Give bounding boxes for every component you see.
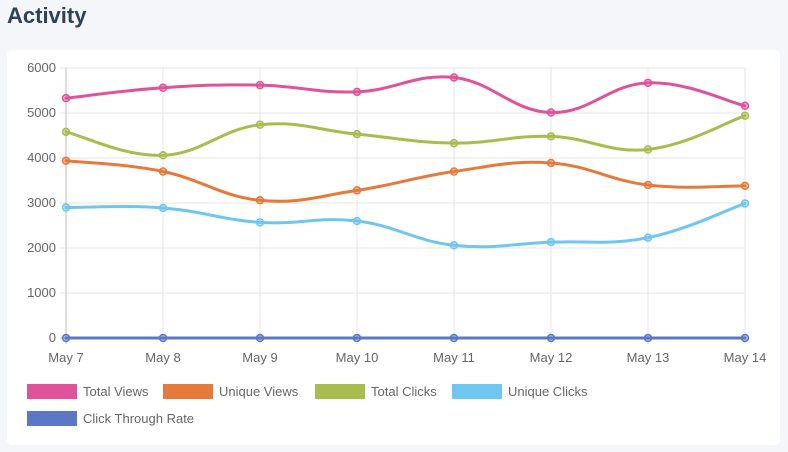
x-tick-label: May 12 bbox=[530, 350, 573, 365]
data-point[interactable] bbox=[546, 237, 556, 247]
data-point[interactable] bbox=[740, 101, 750, 111]
legend-swatch bbox=[315, 383, 365, 399]
chart-series bbox=[61, 73, 750, 343]
data-point[interactable] bbox=[449, 333, 459, 343]
y-tick-label: 1000 bbox=[27, 285, 56, 300]
x-tick-label: May 14 bbox=[724, 350, 767, 365]
data-point[interactable] bbox=[352, 87, 362, 97]
data-point[interactable] bbox=[61, 127, 71, 137]
page-title: Activity bbox=[7, 3, 87, 28]
data-point[interactable] bbox=[740, 111, 750, 120]
data-point[interactable] bbox=[546, 158, 556, 168]
y-tick-label: 5000 bbox=[27, 105, 56, 120]
legend-item-total-views[interactable]: Total Views bbox=[27, 382, 149, 400]
x-tick-label: May 9 bbox=[242, 350, 277, 365]
legend-label: Unique Clicks bbox=[508, 383, 588, 399]
series-unique-clicks bbox=[61, 199, 750, 250]
legend-label: Click Through Rate bbox=[83, 410, 195, 426]
data-point[interactable] bbox=[158, 83, 168, 93]
data-point[interactable] bbox=[61, 156, 71, 165]
data-point[interactable] bbox=[255, 218, 265, 227]
series-total-clicks bbox=[61, 111, 750, 160]
series-line-unique-views bbox=[64, 159, 747, 203]
data-point[interactable] bbox=[449, 73, 459, 82]
data-point[interactable] bbox=[255, 80, 265, 90]
data-point[interactable] bbox=[740, 333, 750, 343]
data-point[interactable] bbox=[352, 129, 362, 139]
x-tick-label: May 13 bbox=[627, 350, 670, 365]
y-tick-label: 0 bbox=[49, 330, 56, 345]
y-tick-label: 3000 bbox=[27, 195, 56, 210]
data-point[interactable] bbox=[449, 138, 459, 148]
data-point[interactable] bbox=[61, 333, 71, 343]
data-point[interactable] bbox=[158, 203, 168, 213]
data-point[interactable] bbox=[546, 108, 556, 117]
y-tick-label: 2000 bbox=[27, 240, 56, 255]
legend-item-click-through-rate[interactable]: Click Through Rate bbox=[27, 409, 194, 427]
data-point[interactable] bbox=[255, 120, 265, 129]
legend-label: Unique Views bbox=[219, 383, 299, 399]
x-tick-label: May 10 bbox=[336, 350, 379, 365]
data-point[interactable] bbox=[546, 132, 556, 141]
y-tick-label: 6000 bbox=[27, 60, 56, 75]
data-point[interactable] bbox=[158, 167, 168, 176]
data-point[interactable] bbox=[643, 333, 653, 343]
data-point[interactable] bbox=[352, 333, 362, 343]
data-point[interactable] bbox=[449, 167, 459, 176]
y-tick-label: 4000 bbox=[27, 150, 56, 165]
data-point[interactable] bbox=[449, 241, 459, 250]
data-point[interactable] bbox=[352, 216, 362, 226]
legend-swatch bbox=[27, 383, 77, 399]
series-unique-views bbox=[61, 156, 750, 205]
legend-swatch bbox=[452, 383, 502, 399]
x-tick-label: May 7 bbox=[48, 350, 83, 365]
legend-item-unique-views[interactable]: Unique Views bbox=[163, 382, 298, 400]
x-tick-label: May 8 bbox=[145, 350, 180, 365]
data-point[interactable] bbox=[255, 333, 265, 343]
data-point[interactable] bbox=[61, 93, 71, 103]
legend-label: Total Views bbox=[83, 383, 149, 399]
series-click-through-rate bbox=[61, 333, 750, 343]
data-point[interactable] bbox=[158, 151, 168, 160]
data-point[interactable] bbox=[643, 145, 653, 154]
data-point[interactable] bbox=[352, 186, 362, 195]
data-point[interactable] bbox=[643, 180, 653, 190]
data-point[interactable] bbox=[740, 181, 750, 191]
legend-swatch bbox=[163, 383, 213, 399]
series-line-unique-clicks bbox=[64, 201, 747, 249]
data-point[interactable] bbox=[740, 199, 750, 208]
data-point[interactable] bbox=[61, 203, 71, 212]
data-point[interactable] bbox=[643, 233, 653, 242]
x-tick-label: May 11 bbox=[433, 350, 475, 365]
data-point[interactable] bbox=[158, 333, 168, 343]
data-point[interactable] bbox=[643, 78, 653, 88]
legend-label: Total Clicks bbox=[371, 383, 437, 399]
legend-swatch bbox=[27, 410, 77, 426]
series-line-total-clicks bbox=[64, 114, 747, 157]
legend-item-total-clicks[interactable]: Total Clicks bbox=[315, 382, 437, 400]
data-point[interactable] bbox=[546, 333, 556, 343]
legend-item-unique-clicks[interactable]: Unique Clicks bbox=[452, 382, 587, 400]
series-total-views bbox=[61, 73, 750, 117]
chart-axis-labels: 0 1000 2000 3000 4000 5000 6000 May 7 May 8 May 9… bbox=[27, 60, 766, 365]
data-point[interactable] bbox=[255, 196, 265, 205]
series-line-total-views bbox=[64, 75, 747, 115]
